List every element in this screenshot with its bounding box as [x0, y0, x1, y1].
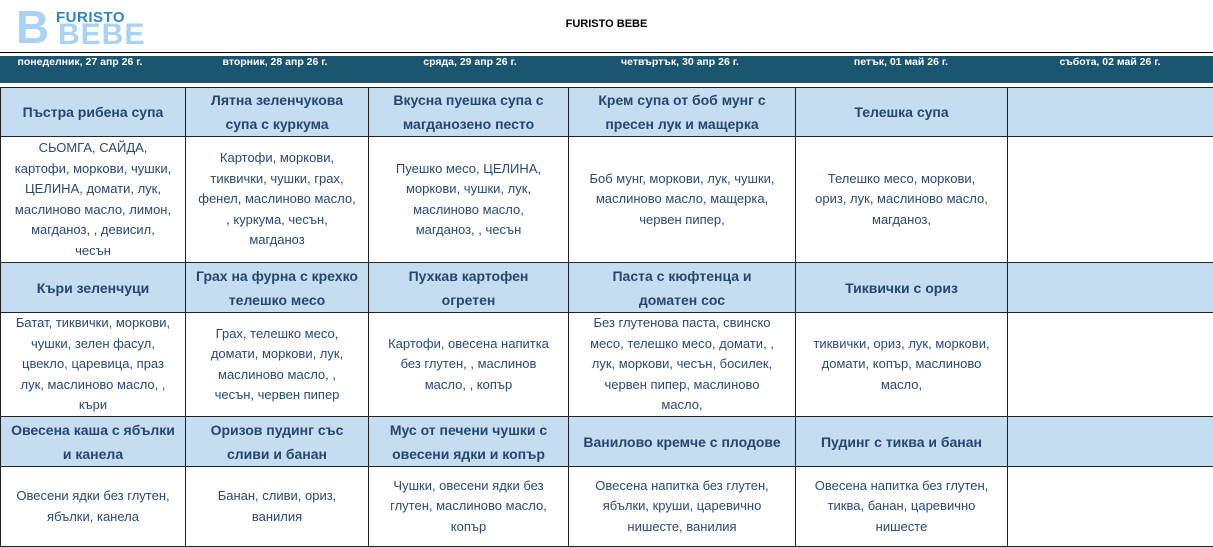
meal-ingredients: Пуешко месо, ЦЕЛИНА, моркови, чушки, лук…	[369, 137, 569, 263]
meal-ingredients: Телешко месо, моркови, ориз, лук, маслин…	[796, 137, 1008, 263]
meal-title	[1008, 417, 1213, 467]
meal-ingredients: Чушки, овесени ядки без глутен, маслинов…	[369, 467, 569, 547]
meal-title	[1008, 263, 1213, 313]
meal-ingredients	[1008, 313, 1213, 417]
meal-title: Грах на фурна с крехко телешко месо	[186, 263, 369, 313]
meal-title	[1008, 88, 1213, 137]
meal-title: Ванилово кремче с плодове	[569, 417, 796, 467]
day-header: сряда, 29 апр 26 г.	[370, 56, 570, 83]
meal-ingredients-row: СЬОМГА, САЙДА, картофи, моркови, чушки, …	[1, 137, 1213, 263]
meal-ingredients: СЬОМГА, САЙДА, картофи, моркови, чушки, …	[1, 137, 186, 263]
meal-title: Къри зеленчуци	[1, 263, 186, 313]
meal-title: Мус от печени чушки с овесени ядки и коп…	[369, 417, 569, 467]
meal-ingredients-row: Батат, тиквички, моркови, чушки, зелен ф…	[1, 313, 1213, 417]
meal-title: Пудинг с тиква и банан	[796, 417, 1008, 467]
meal-ingredients: Картофи, овесена напитка без глутен, , м…	[369, 313, 569, 417]
page-title: FURISTO BEBE	[0, 18, 1213, 30]
day-header: вторник, 28 апр 26 г.	[175, 56, 375, 83]
meal-ingredients: Овесена напитка без глутен, ябълки, круш…	[569, 467, 796, 547]
meal-ingredients: Боб мунг, моркови, лук, чушки, маслиново…	[569, 137, 796, 263]
meal-title: Крем супа от боб мунг с пресен лук и мащ…	[569, 88, 796, 137]
divider	[0, 52, 1213, 53]
meal-title: Телешка супа	[796, 88, 1008, 137]
meal-title: Паста с кюфтенца и доматен сос	[569, 263, 796, 313]
meal-ingredients: Без глутенова паста, свинско месо, телеш…	[569, 313, 796, 417]
day-header: събота, 02 май 26 г.	[1007, 56, 1213, 83]
meal-title: Пухкав картофен огретен	[369, 263, 569, 313]
meal-title: Вкусна пуешка супа с магданозено песто	[369, 88, 569, 137]
meal-title: Овесена каша с ябълки и канела	[1, 417, 186, 467]
meal-ingredients: тиквички, ориз, лук, моркови, домати, ко…	[796, 313, 1008, 417]
meal-ingredients	[1008, 137, 1213, 263]
meal-title: Лятна зеленчукова супа с куркума	[186, 88, 369, 137]
meal-title: Пъстра рибена супа	[1, 88, 186, 137]
day-header: петък, 01 май 26 г.	[795, 56, 1007, 83]
meal-ingredients: Грах, телешко месо, домати, моркови, лук…	[186, 313, 369, 417]
meal-ingredients: Банан, сливи, ориз, ванилия	[186, 467, 369, 547]
meal-ingredients	[1008, 467, 1213, 547]
meal-ingredients: Овесени ядки без глутен, ябълки, канела	[1, 467, 186, 547]
day-header-band: понеделник, 27 апр 26 г. вторник, 28 апр …	[0, 56, 1213, 83]
meal-ingredients: Овесена напитка без глутен, тиква, банан…	[796, 467, 1008, 547]
day-header: понеделник, 27 апр 26 г.	[0, 56, 160, 83]
day-header: четвъртък, 30 апр 26 г.	[575, 56, 785, 83]
meal-ingredients: Батат, тиквички, моркови, чушки, зелен ф…	[1, 313, 186, 417]
meal-title: Тиквички с ориз	[796, 263, 1008, 313]
meal-ingredients: Картофи, моркови, тиквички, чушки, грах,…	[186, 137, 369, 263]
meal-title: Оризов пудинг със сливи и банан	[186, 417, 369, 467]
